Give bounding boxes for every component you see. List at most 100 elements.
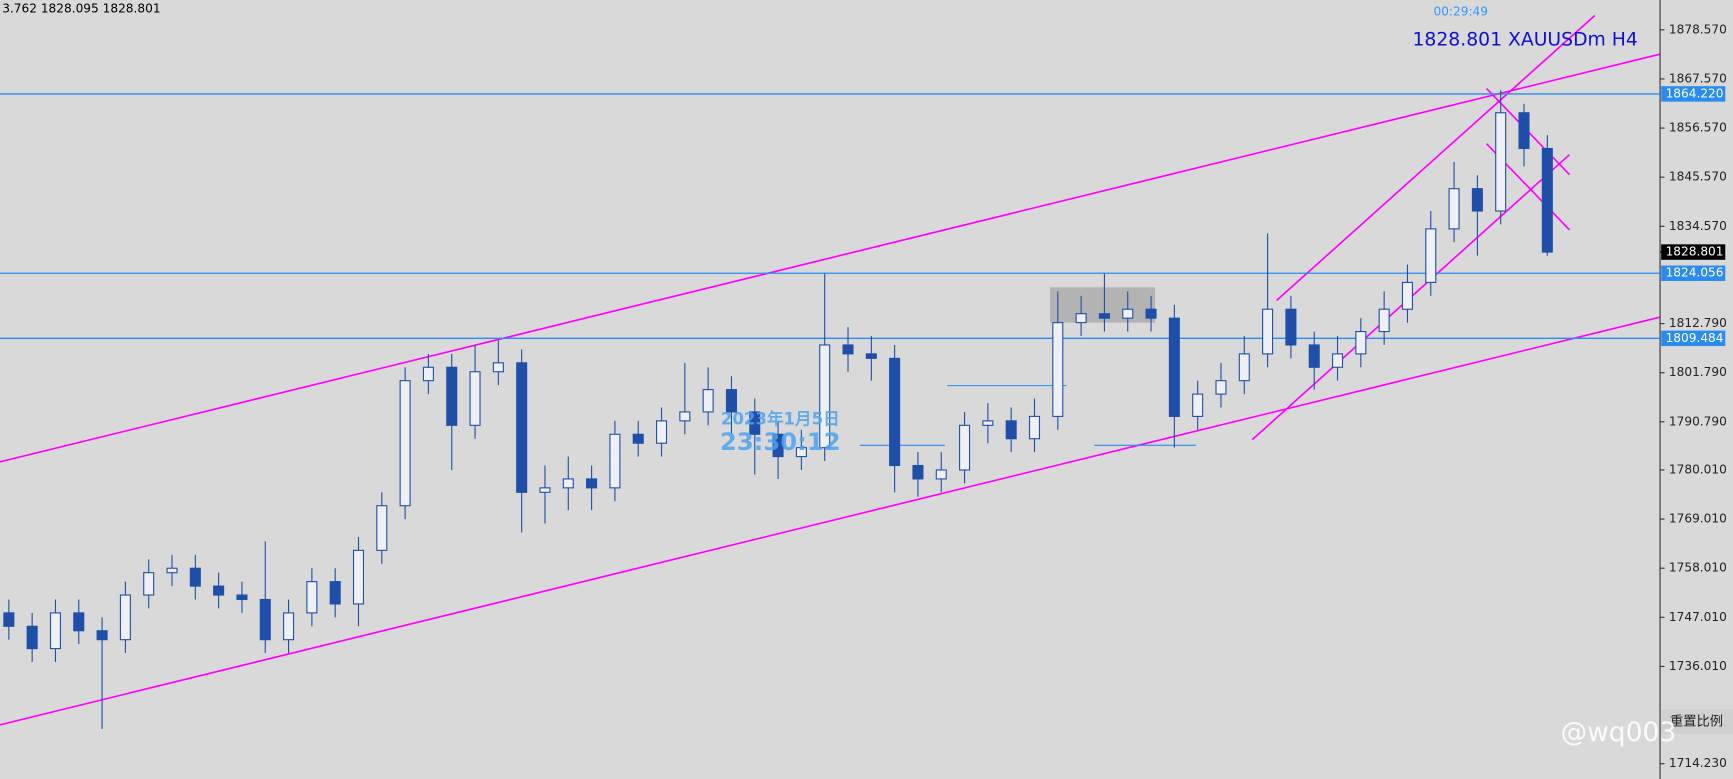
candle-body [679,411,691,422]
candle-body [329,581,341,605]
ohlc-info: 3.762 1828.095 1828.801 [2,1,160,15]
reset-button[interactable] [1661,709,1733,734]
candle-body [1471,188,1483,212]
candle-body [632,433,644,444]
candle-body [1192,393,1204,417]
candle-body [213,585,225,596]
candle-body [1122,308,1134,319]
y-tick-label: 1714.230 [1669,756,1727,770]
candle-body [1401,281,1413,310]
candle-body [26,625,38,650]
candle-body [912,464,924,480]
candle-body [609,433,621,489]
y-tick-label: 1867.570 [1669,71,1727,85]
watermark-date: 2023年1月5日 [721,408,840,428]
reset-button-label[interactable]: 重置比例 [1670,714,1723,730]
candle-body [982,420,994,426]
y-tick-label: 1845.570 [1669,170,1727,184]
candle-body [1541,147,1553,253]
y-tick-label: 1769.010 [1669,512,1727,526]
candle-body [492,362,504,373]
candle-body [1262,308,1274,355]
candle-body [725,389,737,413]
candle-body [49,612,61,650]
candle-body [119,594,131,641]
candle-body [1145,308,1157,319]
level-label: 1824.056 [1666,266,1724,280]
symbol-label: 1828.801 XAUUSDm H4 [1412,29,1637,50]
level-tag [1661,265,1726,281]
candle-body [819,344,831,449]
candle-body [189,567,201,587]
candle-body [1005,420,1017,440]
candle-body [959,424,971,471]
candle-body [1308,344,1320,368]
y-tick-label: 1736.010 [1669,659,1727,673]
y-tick-label: 1780.010 [1669,462,1727,476]
candle-body [586,478,598,489]
y-tick-label: 1747.010 [1669,610,1727,624]
candle-body [422,366,434,382]
candle-body [1332,353,1344,368]
candle-body [259,598,271,641]
candle-body [1378,308,1390,333]
y-tick-label: 1758.010 [1669,561,1727,575]
countdown: 00:29:49 [1433,5,1488,19]
candle-body [516,362,528,493]
candle-body [166,567,178,574]
candle-body [865,353,877,359]
last-price-tag [1661,244,1726,260]
candle-body [562,478,574,489]
candle-body [399,380,411,507]
candle-body [842,344,854,355]
level-label: 1809.484 [1666,331,1724,345]
candle-body [935,469,947,480]
candle-body [1075,313,1087,324]
candle-body [1355,331,1367,355]
candle-body [1495,112,1507,212]
candle-body [795,447,807,458]
level-tag [1661,86,1726,102]
candle-body [889,357,901,467]
y-tick-label: 1834.570 [1669,219,1727,233]
candle-body [376,505,388,551]
trendline [1275,14,1596,302]
candle-body [283,612,295,641]
candle-body [1425,228,1437,283]
candle-body [352,549,365,605]
drawings [0,0,1661,779]
candle-body [1285,308,1297,346]
level-label: 1864.220 [1666,86,1724,100]
candle-body [96,630,108,641]
candle-body [656,420,668,444]
candle-body [3,612,15,627]
watermark-handle: @wq003 [1561,717,1677,748]
candle-body [73,612,85,632]
candle-body [143,572,155,596]
y-tick-label: 1801.790 [1669,365,1727,379]
trendline [0,316,1661,726]
candle-body [1098,313,1110,319]
candle-body [1215,380,1227,395]
level-tag [1661,330,1726,347]
candle-body [539,487,551,493]
watermark-time: 23:30:12 [720,427,841,456]
y-tick-label: 1856.570 [1669,121,1727,135]
candle-body [1052,322,1064,417]
candle-body [1028,415,1041,440]
candle-body [446,366,458,426]
candle-body [702,389,714,413]
candle-body [1518,112,1530,150]
candle-body [1238,353,1250,382]
trendline [0,53,1661,463]
y-tick-label: 1878.570 [1669,22,1727,36]
candle-body [306,581,318,614]
candle-body [1448,188,1460,230]
candle-body [236,594,248,601]
candle-body [749,411,761,435]
candle-body [772,433,784,458]
y-tick-label: 1812.790 [1669,316,1727,330]
candle-body [469,371,481,426]
